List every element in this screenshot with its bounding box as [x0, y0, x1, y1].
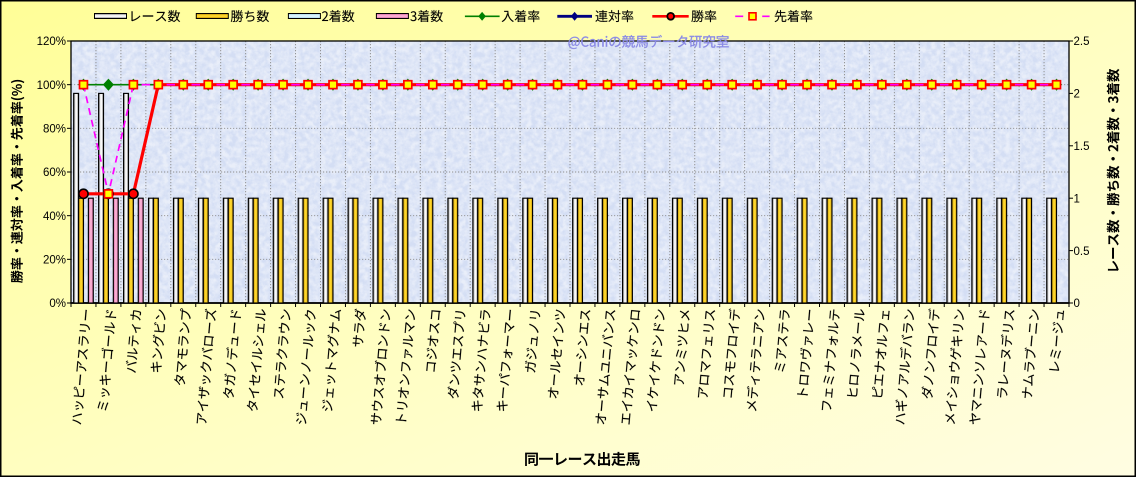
svg-text:20%: 20% [43, 255, 66, 267]
svg-text:2.5: 2.5 [1074, 36, 1090, 48]
svg-text:2: 2 [1074, 89, 1080, 101]
svg-text:0%: 0% [49, 298, 66, 310]
svg-text:60%: 60% [43, 167, 66, 179]
svg-text:0.5: 0.5 [1074, 246, 1090, 258]
svg-text:80%: 80% [43, 124, 66, 136]
svg-text:120%: 120% [37, 36, 66, 48]
svg-text:1.5: 1.5 [1074, 141, 1090, 153]
svg-text:100%: 100% [37, 80, 66, 92]
svg-text:40%: 40% [43, 211, 66, 223]
svg-text:1: 1 [1074, 193, 1080, 205]
svg-text:0: 0 [1074, 298, 1080, 310]
